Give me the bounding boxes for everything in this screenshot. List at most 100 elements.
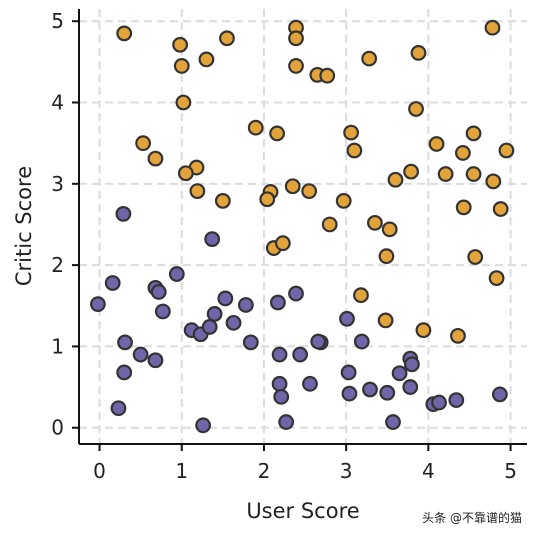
data-point-series-1-8: [237, 297, 254, 313]
data-point-series-1-10: [270, 294, 286, 311]
data-point-series-0-2: [173, 58, 190, 74]
watermark-text: 头条 @不靠谱的猫: [422, 510, 522, 525]
data-point-series-0-25: [454, 145, 471, 161]
data-point-series-1-45: [448, 392, 465, 408]
data-point-series-1-5: [150, 284, 167, 300]
data-point-series-1-13: [225, 314, 242, 331]
data-point-series-0-23: [346, 142, 363, 159]
data-point-series-0-3: [198, 51, 215, 68]
x-tick-label-4: 4: [422, 459, 435, 483]
data-point-series-0-15: [247, 119, 264, 136]
data-point-series-0-13: [175, 94, 192, 111]
data-point-series-1-16: [201, 319, 218, 335]
data-point-series-0-52: [450, 327, 466, 344]
data-point-series-1-9: [288, 285, 304, 302]
data-point-series-1-31: [391, 365, 408, 382]
data-point-series-1-46: [491, 386, 508, 403]
y-tick-label-3: 3: [51, 172, 64, 196]
data-point-series-0-22: [177, 165, 194, 182]
data-point-series-0-19: [135, 135, 152, 152]
x-tick-label-1: 1: [175, 459, 188, 483]
y-axis-title: Critic Score: [12, 166, 36, 286]
data-point-series-1-30: [404, 356, 420, 373]
data-point-series-0-31: [485, 173, 502, 190]
data-point-series-0-20: [147, 150, 164, 167]
data-point-series-1-7: [217, 290, 234, 307]
x-tick-label-5: 5: [504, 459, 517, 483]
data-point-series-1-37: [341, 385, 358, 402]
y-tick-label-4: 4: [51, 91, 64, 115]
data-point-series-1-27: [116, 364, 133, 381]
data-point-series-0-41: [321, 216, 338, 233]
data-point-series-0-37: [214, 192, 231, 209]
data-point-series-1-44: [431, 394, 447, 411]
data-point-series-0-30: [465, 166, 482, 182]
data-point-series-1-23: [339, 310, 355, 327]
data-point-series-1-38: [402, 379, 419, 395]
data-point-series-1-32: [271, 375, 288, 392]
data-point-series-1-1: [204, 231, 221, 248]
data-point-series-0-29: [437, 166, 454, 182]
data-point-series-0-39: [455, 199, 472, 216]
data-point-series-0-51: [415, 322, 432, 339]
data-point-series-0-10: [361, 50, 378, 67]
data-point-series-0-47: [467, 249, 484, 265]
data-point-series-0-6: [288, 30, 304, 47]
x-axis-title: User Score: [246, 499, 359, 523]
y-tick-label-0: 0: [51, 416, 64, 440]
data-point-series-1-3: [168, 266, 185, 282]
data-point-series-0-38: [335, 192, 352, 209]
data-point-series-0-27: [403, 163, 419, 180]
data-point-series-1-34: [273, 388, 290, 405]
data-point-series-0-24: [428, 136, 445, 152]
data-point-series-1-35: [362, 381, 378, 398]
axes-layer: [72, 9, 527, 451]
data-point-series-1-39: [110, 400, 127, 417]
data-point-series-1-41: [278, 414, 295, 430]
y-tick-label-2: 2: [51, 253, 64, 277]
data-point-series-0-40: [492, 201, 509, 217]
grid-layer: [79, 9, 527, 444]
data-point-series-0-18: [465, 125, 482, 142]
data-point-series-0-45: [274, 235, 291, 252]
data-point-series-1-40: [195, 417, 212, 434]
data-point-series-1-20: [242, 334, 259, 351]
data-point-series-1-42: [385, 414, 401, 430]
y-tick-label-1: 1: [51, 334, 64, 358]
data-point-series-0-26: [498, 142, 515, 159]
data-point-series-1-12: [206, 306, 223, 322]
data-point-series-0-1: [172, 36, 189, 53]
data-point-series-0-12: [484, 19, 501, 36]
data-point-series-1-36: [379, 384, 396, 401]
data-point-series-1-22: [310, 333, 327, 350]
data-point-series-1-24: [353, 333, 370, 350]
data-point-series-0-36: [301, 183, 318, 200]
data-point-series-1-2: [104, 275, 121, 291]
x-tick-label-2: 2: [258, 459, 271, 483]
data-point-series-1-11: [90, 296, 106, 313]
data-point-series-0-9: [319, 67, 336, 84]
data-point-series-1-17: [117, 334, 133, 351]
data-point-series-0-28: [387, 171, 404, 188]
data-point-series-0-17: [343, 124, 359, 141]
data-point-series-0-48: [488, 270, 505, 287]
data-point-series-1-18: [132, 346, 149, 363]
data-point-series-0-11: [410, 45, 427, 61]
data-point-series-0-14: [408, 101, 424, 117]
data-point-series-1-33: [302, 375, 318, 392]
data-point-series-1-19: [147, 352, 164, 369]
data-point-series-0-46: [378, 248, 395, 265]
x-tick-label-0: 0: [93, 459, 106, 483]
data-point-series-0-33: [284, 178, 301, 195]
data-point-series-0-35: [259, 191, 276, 208]
data-point-series-0-43: [381, 221, 398, 238]
data-point-series-1-28: [340, 364, 357, 381]
data-point-series-1-0: [115, 205, 132, 222]
data-point-series-0-32: [189, 183, 206, 200]
data-point-series-0-7: [288, 58, 304, 74]
data-point-series-0-0: [116, 25, 133, 42]
data-point-series-0-42: [367, 214, 383, 231]
x-tick-label-3: 3: [340, 459, 353, 483]
